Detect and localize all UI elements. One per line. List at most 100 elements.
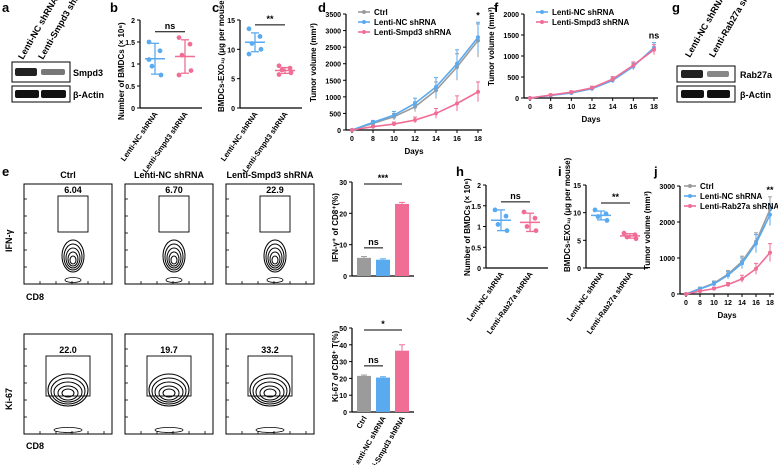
y-tick-label-i: 0	[577, 266, 581, 273]
y-tick-label-e_bar_bottom: 0	[343, 410, 347, 417]
data-point-i	[595, 214, 601, 219]
data-point-d	[413, 118, 417, 123]
data-point-c	[276, 63, 282, 69]
y-tick-label-h: 1.5	[471, 204, 481, 211]
legend-marker-f	[540, 10, 544, 14]
band-actin-g-nc	[681, 90, 704, 98]
x-tick-label-f: 18	[650, 104, 658, 111]
legend-label-d: Ctrl	[374, 8, 388, 17]
flow-plot-top	[225, 183, 315, 285]
x-tick-label-f: 8	[549, 104, 553, 111]
data-point-b	[188, 68, 194, 73]
data-point-d	[371, 124, 375, 129]
sig-label-b: ns	[165, 21, 176, 31]
bar-chart-e-top: 0 10 20 30 ns ***	[339, 173, 414, 281]
y-tick-label-j: 1000	[659, 256, 675, 263]
panel-letter-g: g	[672, 0, 680, 15]
panel-letter-d: d	[318, 0, 326, 15]
band-actin-kd	[41, 90, 66, 98]
sig-label-e_bar_bottom-ns: ns	[368, 355, 379, 365]
band-rab27a-nc	[681, 70, 703, 78]
flow-gate	[57, 195, 89, 233]
panel-letter-h: h	[456, 164, 464, 179]
y-tick-label-b: 0.5	[125, 84, 135, 91]
data-point-j	[712, 286, 716, 291]
data-point-j	[740, 276, 744, 281]
data-point-b	[157, 48, 163, 54]
flow-gate	[146, 355, 192, 397]
data-point-d	[434, 111, 438, 116]
data-point-h	[532, 215, 538, 221]
data-point-c	[288, 70, 294, 76]
y-tick-label-e_bar_bottom: 20	[339, 376, 347, 383]
band-actin-g-kd	[707, 90, 730, 98]
sig-label-h: ns	[510, 191, 521, 201]
data-point-f	[590, 85, 594, 90]
y-tick-label-i: 5	[577, 238, 581, 245]
legend-label-d: Lenti-NC shRNA	[374, 18, 436, 27]
y-tick-label-d: 500	[329, 111, 341, 118]
flow-gate	[247, 355, 293, 397]
y-tick-label-f: 1500	[503, 33, 519, 40]
y-tick-label-i: 10	[573, 211, 581, 218]
data-point-d	[392, 122, 396, 127]
x-tick-label-d: 0	[350, 136, 354, 143]
flow-gate-value: 6.04	[64, 185, 82, 195]
sig-label-e_bar_top-ns: ns	[368, 237, 379, 247]
data-point-c	[287, 65, 293, 71]
y-tick-label-h: 0.5	[471, 245, 481, 252]
y-tick-label-d: 2000	[325, 62, 341, 69]
legend-label-j: Ctrl	[700, 182, 714, 191]
legend-marker-d	[362, 20, 366, 24]
flow-plot-top	[124, 183, 214, 285]
y-tick-label-b: 1.5	[125, 40, 135, 47]
sig-label-e_bar_bottom-main: *	[381, 319, 385, 329]
ylabel-c: BMDCs-EXO₁ᵤ (μg per mouse)	[217, 0, 226, 112]
x-tick-label-j: 8	[698, 300, 702, 307]
data-point-b	[146, 39, 152, 45]
flow-baseline-cluster	[53, 427, 83, 433]
legend-marker-j	[688, 204, 692, 208]
y-tick-label-d: 3500	[325, 12, 341, 19]
panel-d: d 0 500 1000 1500 2000 2500 3000 3500 Tumor volu…	[309, 0, 482, 156]
data-point-d	[392, 113, 396, 118]
panel-c: c BMDCs-EXO₁ᵤ (μg per mouse) 051015Lenti…	[212, 0, 302, 175]
legend-label-d: Lenti-Smpd3 shRNA	[374, 28, 452, 37]
data-point-j	[740, 261, 744, 266]
legend-label-f: Lenti-Smpd3 shRNA	[552, 18, 630, 27]
sig-label-d: *	[476, 10, 480, 20]
y-tick-label-d: 0	[337, 128, 341, 135]
panel-h: h Number of BMDCs (× 10⁶) 00.511.52Lenti…	[456, 164, 548, 336]
data-point-h	[492, 207, 498, 213]
data-point-j	[754, 266, 758, 271]
data-point-b	[187, 41, 193, 47]
panel-letter-f: f	[494, 0, 499, 15]
data-point-d	[371, 120, 375, 125]
x-tick-label-j: 12	[724, 300, 732, 307]
x-tick-label-d: 18	[474, 136, 482, 143]
data-point-b	[149, 63, 155, 69]
legend-marker-d	[362, 10, 366, 14]
sig-label-c: **	[266, 14, 274, 24]
flow-gate-value: 33.2	[261, 345, 279, 355]
y-tick-label-b: 0	[131, 106, 135, 113]
ylabel-j: Tumor volume (mm³)	[643, 191, 652, 270]
panel-j: j 0 1000 2000 3000 Tumor volume (mm³) 0 8 10 12 1…	[643, 164, 778, 320]
data-point-i	[633, 236, 639, 242]
x-tick-label-f: 0	[528, 104, 532, 111]
y-tick-label-i: 15	[573, 183, 581, 190]
x-tick-label-d: 12	[411, 136, 419, 143]
x-tick-label-j: 14	[738, 300, 746, 307]
panel-g: g Lenti-NC shRNA Lenti-Rab27a shRNA Rab2…	[672, 0, 773, 103]
y-tick-label-h: 0	[477, 266, 481, 273]
legend-marker-j	[688, 194, 692, 198]
legend-marker-j	[688, 184, 692, 188]
panel-letter-i: i	[558, 164, 562, 179]
flow-baseline-cluster	[266, 277, 284, 283]
ylabel-h: Number of BMDCs (× 10⁶)	[463, 178, 472, 276]
flow-plots: 6.04 6.70 22.9 22.0 19.7 33.2	[23, 183, 315, 435]
x-tick-label-d: 10	[390, 136, 398, 143]
data-point-b	[146, 57, 152, 62]
data-point-j	[726, 282, 730, 287]
line-plot-d: 0 500 1000 1500 2000 2500 3000 3500 Tumor volume…	[309, 8, 482, 156]
